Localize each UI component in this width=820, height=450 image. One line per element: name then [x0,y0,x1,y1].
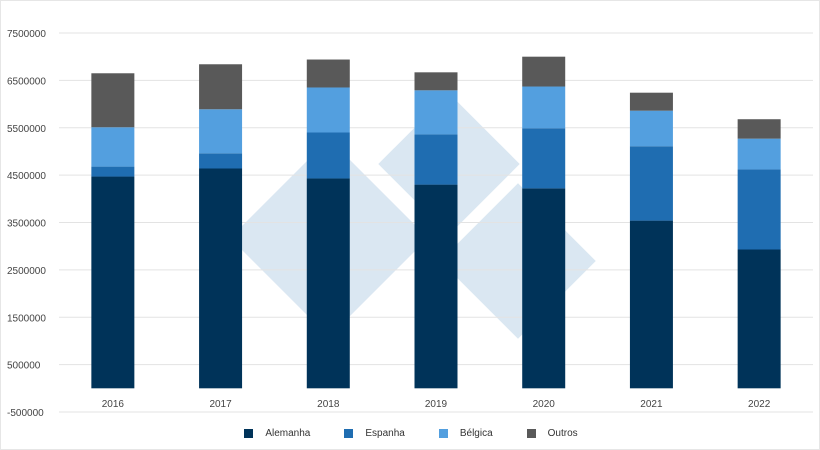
legend-item: Espanha [344,428,405,439]
y-tick-label: 1500000 [7,313,46,324]
bar-outros-2021 [629,92,673,111]
legend-label: Alemanha [265,428,311,439]
legend-item: Outros [526,428,578,439]
bar-alemanha-2018 [306,178,350,389]
bar-espanha-2017 [199,153,243,169]
legend-label: Espanha [365,428,405,439]
bar-blgica-2018 [306,87,350,133]
y-tick-label: -500000 [7,408,44,419]
legend-swatch [438,429,448,438]
bar-espanha-2018 [306,132,350,179]
legend-swatch [244,429,254,438]
legend: Alemanha Espanha Bélgica Outros [1,428,819,439]
stacked-bar-chart: 7500000 6500000 5500000 4500000 3500000 25000… [7,29,813,419]
x-tick-label: 2018 [317,399,340,410]
bar-blgica-2020 [522,86,566,129]
bar-espanha-2022 [737,169,781,250]
bar-espanha-2020 [522,128,566,189]
y-tick-label: 6500000 [7,76,46,87]
bar-outros-2020 [522,56,566,87]
legend-label: Bélgica [459,428,493,439]
bar-outros-2018 [306,59,350,88]
bar-blgica-2022 [737,138,781,170]
y-tick-label: 5500000 [7,124,46,135]
bar-blgica-2021 [629,110,673,147]
bar-blgica-2016 [91,127,135,167]
bar-alemanha-2019 [414,184,458,389]
x-tick-label: 2017 [209,399,232,410]
bar-alemanha-2017 [199,168,243,389]
y-tick-label: 4500000 [7,171,46,182]
bar-espanha-2019 [414,134,458,185]
x-tick-label: 2022 [748,399,771,410]
bar-espanha-2021 [629,146,673,221]
bar-outros-2019 [414,72,458,91]
legend-item: Alemanha [244,428,310,439]
bar-alemanha-2016 [91,176,135,389]
legend-swatch [344,429,354,438]
y-tick-label: 3500000 [7,219,46,230]
bar-espanha-2016 [91,166,135,177]
y-tick-label: 2500000 [7,266,46,277]
y-tick-label: 7500000 [7,29,46,40]
x-tick-label: 2019 [425,399,448,410]
bar-alemanha-2021 [629,220,673,389]
legend-swatch [526,429,536,438]
bar-alemanha-2020 [522,188,566,389]
bar-blgica-2019 [414,90,458,135]
x-tick-label: 2020 [533,399,556,410]
x-tick-label: 2021 [640,399,663,410]
bar-outros-2022 [737,119,781,139]
bar-blgica-2017 [199,109,243,154]
bar-outros-2016 [91,73,135,128]
bar-outros-2017 [199,64,243,110]
bar-alemanha-2022 [737,249,781,389]
legend-label: Outros [547,428,578,439]
legend-item: Bélgica [438,428,493,439]
y-tick-label: 500000 [7,361,41,372]
x-tick-label: 2016 [102,399,125,410]
